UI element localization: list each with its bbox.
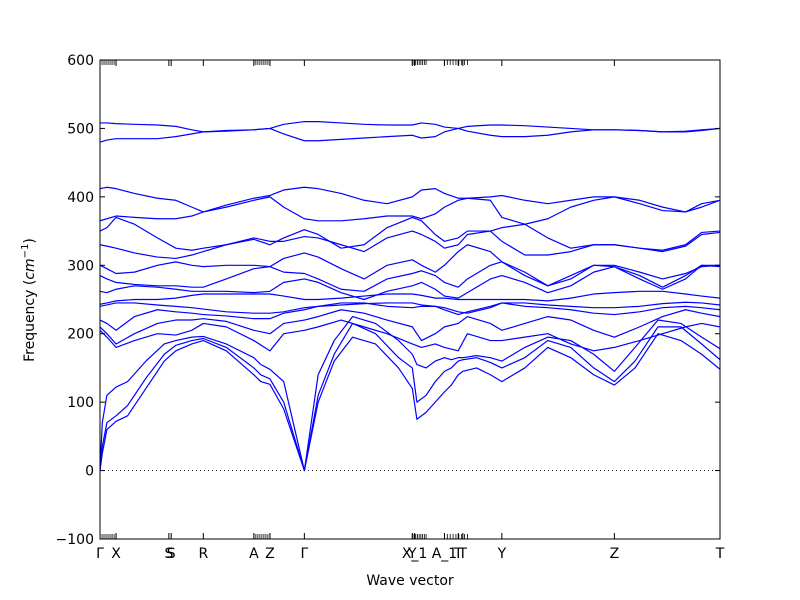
x-tick-label: Y — [407, 546, 417, 562]
x-tick-label: Z — [265, 546, 275, 562]
y-axis-label-exponent: −1 — [20, 244, 31, 259]
x-tick-label: T — [715, 546, 725, 562]
x-tick-label: Z — [610, 546, 620, 562]
band-line-7 — [100, 301, 720, 314]
band-line-2 — [100, 322, 720, 472]
y-tick-label: −100 — [56, 532, 94, 548]
x-tick-label: X — [111, 546, 121, 562]
x-tick-label: T — [458, 546, 468, 562]
x-tick-label: Y — [497, 546, 507, 562]
band-line-8 — [100, 290, 720, 305]
y-tick-label: 100 — [67, 395, 94, 411]
band-line-12 — [100, 230, 720, 260]
series-layer — [100, 120, 720, 472]
y-tick-label: 400 — [67, 190, 94, 206]
band-line-1 — [100, 333, 720, 472]
x-tick-label: R — [198, 546, 208, 562]
band-line-5 — [100, 309, 720, 345]
x-tick-label: T — [453, 546, 463, 562]
band-line-4 — [100, 319, 720, 352]
x-tick-label: Γ — [96, 546, 104, 562]
band-line-17 — [100, 120, 720, 133]
x-axis-label: Wave vector — [366, 573, 454, 589]
x-tick-label: A — [249, 546, 259, 562]
band-line-14 — [100, 196, 720, 225]
band-line-15 — [100, 186, 720, 213]
x-tick-label: S — [164, 546, 173, 562]
x-tick-label: X_1 — [402, 546, 428, 562]
x-tick-label: A_1 — [432, 546, 457, 562]
band-line-9 — [100, 264, 720, 301]
y-tick-label: 0 — [85, 464, 94, 480]
y-tick-label: 300 — [67, 258, 94, 274]
y-tick-label: 200 — [67, 327, 94, 343]
plot-frame — [99, 59, 721, 540]
y-axis-label-main: Frequency ( — [22, 280, 38, 362]
x-tick-label: S — [167, 546, 176, 562]
band-line-6 — [100, 302, 720, 331]
y-tick-label: 500 — [67, 121, 94, 137]
y-axis-label-close: ) — [22, 238, 38, 243]
band-line-13 — [100, 216, 720, 251]
x-tick-label: Γ — [300, 546, 308, 562]
y-axis-label-unit: cm — [22, 258, 38, 279]
band-line-3 — [100, 316, 720, 472]
y-axis-label: Frequency (cm−1) — [20, 238, 38, 362]
band-line-11 — [100, 244, 720, 287]
y-tick-label: 600 — [67, 53, 94, 69]
